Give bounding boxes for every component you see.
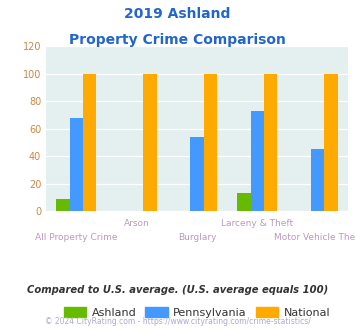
Bar [237,193,251,211]
Bar [311,149,324,211]
Bar [264,74,277,211]
Text: Compared to U.S. average. (U.S. average equals 100): Compared to U.S. average. (U.S. average … [27,285,328,295]
Bar [204,74,217,211]
Text: Burglary: Burglary [178,233,216,242]
Text: Property Crime Comparison: Property Crime Comparison [69,33,286,47]
Text: 2019 Ashland: 2019 Ashland [124,7,231,20]
Bar [70,118,83,211]
Bar [143,74,157,211]
Text: © 2024 CityRating.com - https://www.cityrating.com/crime-statistics/: © 2024 CityRating.com - https://www.city… [45,317,310,326]
Text: Motor Vehicle Theft: Motor Vehicle Theft [274,233,355,242]
Legend: Ashland, Pennsylvania, National: Ashland, Pennsylvania, National [60,303,334,322]
Bar [251,111,264,211]
Text: All Property Crime: All Property Crime [35,233,118,242]
Bar [56,199,70,211]
Text: Larceny & Theft: Larceny & Theft [221,219,294,228]
Bar [83,74,96,211]
Bar [324,74,338,211]
Bar [190,137,204,211]
Text: Arson: Arson [124,219,149,228]
